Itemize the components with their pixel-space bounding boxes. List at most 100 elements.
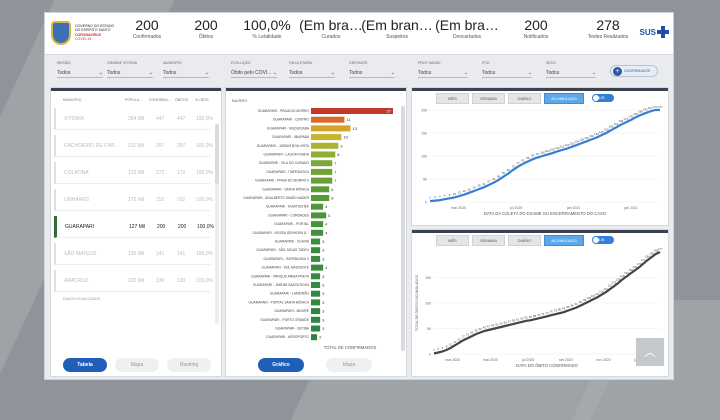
panel-top-border [51, 88, 221, 91]
bar[interactable] [311, 238, 321, 245]
data-label: 63 [520, 316, 524, 320]
filter-dropdown[interactable]: Todos ⌄ [418, 68, 468, 78]
table-scrollbar[interactable] [215, 124, 219, 184]
col-pct-obitos[interactable]: % OBTS [195, 98, 209, 102]
col-obitos[interactable]: ÓBITOS [175, 98, 189, 102]
filter-municipio[interactable]: MUNICÍPIO Todos ⌄ [163, 61, 209, 78]
scroll-top-button[interactable]: ︿ [636, 338, 664, 366]
confirmados-chip[interactable]: CONFIRMADOS [610, 65, 658, 77]
lin-toggle[interactable]: LIN [592, 236, 614, 244]
bar[interactable] [311, 212, 327, 219]
bar-category-label: GUARAPARI - KUBITSCHEK [266, 205, 310, 209]
cell-name: VITÓRIA [64, 116, 85, 122]
tab-diario[interactable]: DIÁRIO [508, 235, 541, 246]
table-row[interactable]: GUARAPARI 127 Mil 200 200 100,0% [54, 216, 214, 238]
bar[interactable] [311, 264, 324, 271]
filter-dropdown[interactable]: Todos ⌄ [546, 68, 596, 78]
data-label: 107 [591, 294, 596, 298]
bar[interactable] [311, 142, 339, 149]
lin-toggle[interactable]: LIN [592, 94, 614, 102]
chevron-down-icon: ⌄ [330, 70, 335, 76]
series-line[interactable] [433, 251, 661, 355]
x-tick-label: mar 2020 [445, 358, 460, 362]
filter-label: PCD [482, 61, 490, 65]
bar[interactable] [311, 299, 321, 306]
filter-dropdown[interactable]: Todos ⌄ [57, 68, 103, 78]
kpi-descartados: (Em bra… Descartados [431, 17, 503, 40]
bar[interactable] [311, 229, 324, 236]
bar[interactable] [311, 221, 324, 228]
series-line[interactable] [429, 108, 660, 203]
bairro-scrollbar[interactable] [401, 106, 405, 351]
bar[interactable] [311, 255, 321, 262]
bar[interactable] [311, 168, 333, 175]
cell-name: SÃO MATEUS [64, 251, 97, 257]
bar[interactable] [311, 177, 333, 184]
bar[interactable] [311, 316, 321, 323]
filter-faixa-etaria[interactable]: FAIXA ETÁRIA Todos ⌄ [289, 61, 335, 78]
filter-grande-vitoria[interactable]: GRANDE VITÓRIA Todos ⌄ [107, 61, 153, 78]
tab-mes[interactable]: MÊS [436, 235, 469, 246]
bar[interactable] [311, 125, 351, 132]
tab-acumulado[interactable]: ACUMULADO [544, 93, 584, 104]
filter-prof-saude[interactable]: PROF SAÚDE Todos ⌄ [418, 61, 468, 78]
bar-value-label: 11 [346, 117, 351, 122]
filter-dropdown[interactable]: Todos ⌄ [163, 68, 209, 78]
bar[interactable] [311, 116, 345, 123]
tab-mapa-bairro[interactable]: Mapa [326, 358, 372, 372]
bar[interactable] [311, 273, 321, 280]
bar[interactable] [311, 134, 342, 141]
tab-tabela[interactable]: Tabela [63, 358, 107, 372]
tab-diario[interactable]: DIÁRIO [508, 93, 541, 104]
bar[interactable] [311, 151, 336, 158]
bar[interactable] [311, 282, 321, 288]
tab-grafico[interactable]: Gráfico [258, 358, 304, 372]
cell-obitos: 297 [177, 143, 186, 149]
col-municipio[interactable]: MUNICÍPIO [63, 98, 82, 102]
table-row[interactable]: LINHARES 172 Mil 152 152 100,0% [54, 189, 213, 211]
tab-mes[interactable]: MÊS [436, 93, 469, 104]
panel-top-border [226, 88, 406, 91]
table-row[interactable]: SÃO MATEUS 130 Mil 141 141 100,0% [54, 243, 213, 265]
bar[interactable] [311, 290, 321, 297]
bar[interactable] [311, 247, 321, 254]
table-scroll-track[interactable] [215, 124, 219, 324]
filter-sexo[interactable]: SEXO Todos ⌄ [546, 61, 596, 78]
col-confirmados[interactable]: CONFIRMA... [149, 98, 171, 102]
tab-mapa[interactable]: Mapa [115, 358, 159, 372]
bar[interactable] [311, 334, 318, 341]
bar[interactable] [311, 203, 324, 210]
filter-label: GRANDE VITÓRIA [107, 61, 137, 65]
tab-semana[interactable]: SEMANA [472, 235, 505, 246]
x-tick-label: jul 2020 [509, 206, 522, 210]
tab-ranking[interactable]: Ranking [167, 358, 211, 372]
table-row[interactable]: CACHOEIRO DE ITAP... 211 Mil 297 297 100,0% [54, 135, 213, 157]
table-row[interactable]: ARACRUZ 102 Mil 130 130 100,0% [54, 270, 213, 292]
bar[interactable] [311, 108, 393, 114]
bar[interactable] [311, 325, 321, 332]
filter-regiao[interactable]: REGIÃO Todos ⌄ [57, 61, 103, 78]
tab-semana[interactable]: SEMANA [472, 93, 505, 104]
col-populacao[interactable]: POPULA... [125, 98, 143, 102]
table-row[interactable]: COLATINA 123 Mil 172 172 100,0% [54, 162, 213, 184]
filter-dropdown[interactable]: Todos ⌄ [349, 68, 395, 78]
table-row[interactable]: VITÓRIA 364 Mil 447 447 100,0% [54, 108, 213, 130]
bar[interactable] [311, 308, 321, 315]
bar[interactable] [311, 195, 330, 201]
tab-acumulado[interactable]: ACUMULADO [544, 235, 584, 246]
filter-pcd[interactable]: PCD Todos ⌄ [482, 61, 532, 78]
filter-dropdown[interactable]: Todos ⌄ [289, 68, 335, 78]
filter-dropdown[interactable]: Todos ⌄ [107, 68, 153, 78]
filter-dropdown[interactable]: Óbito pelo COVI... ⌄ [231, 68, 277, 78]
data-label: 146 [620, 274, 625, 278]
filter-label: PROF SAÚDE [418, 61, 441, 65]
filter-gestante[interactable]: GESTANTE Todos ⌄ [349, 61, 395, 78]
data-label: 173 [623, 117, 628, 121]
bar-category-label: GUARAPARI - ITAPEBUSSU [266, 170, 309, 174]
bar[interactable] [311, 186, 330, 193]
filter-evolucao[interactable]: EVOLUÇÃO Óbito pelo COVI... ⌄ [231, 61, 277, 78]
filter-dropdown[interactable]: Todos ⌄ [482, 68, 532, 78]
bar-value-label: 3 [322, 256, 325, 261]
bar[interactable] [311, 160, 333, 167]
